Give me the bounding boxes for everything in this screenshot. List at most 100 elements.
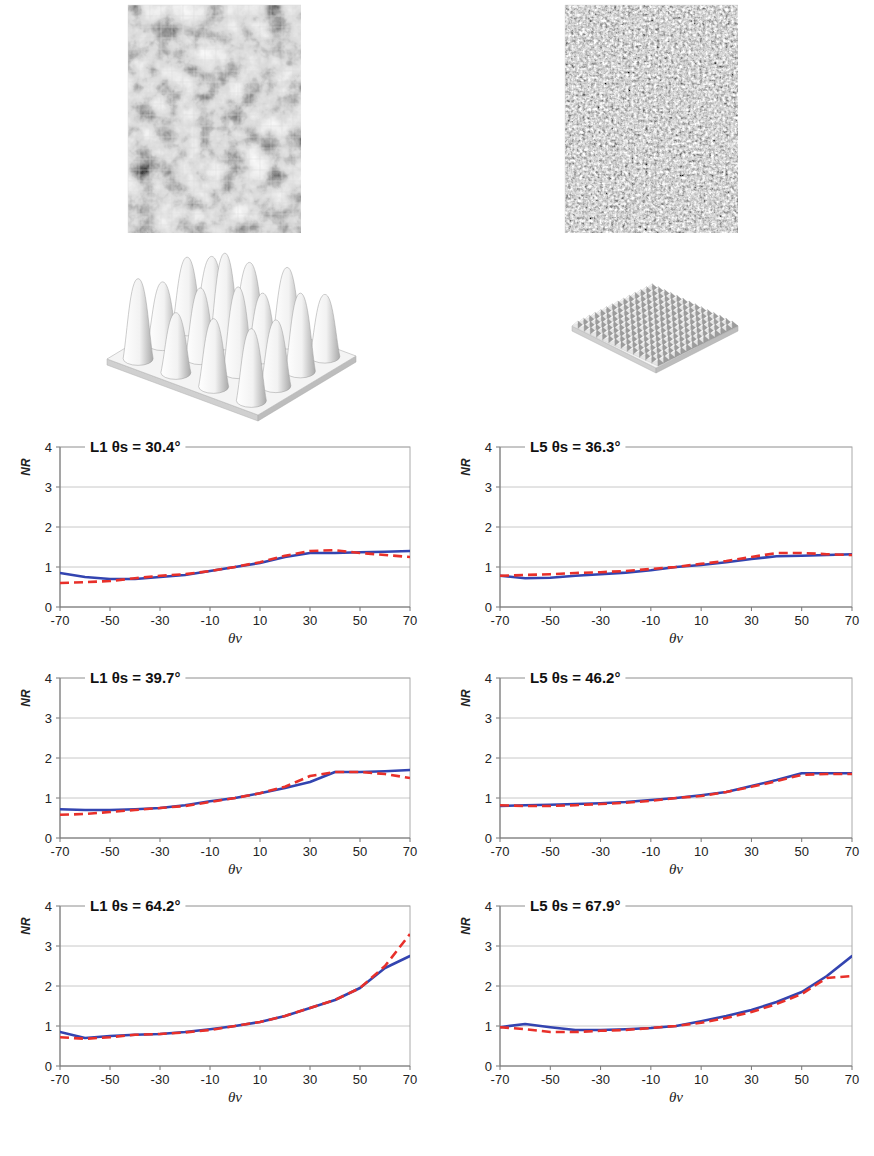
photo-grid — [631, 5, 632, 233]
figure: 01234-70-50-30-1010305070L1 θs = 30.4°NR… — [0, 0, 874, 1156]
photo-grid — [128, 93, 301, 94]
pyramid-face — [664, 355, 670, 363]
chart-panel: 01234-70-50-30-1010305070L5 θs = 36.3°NR… — [459, 437, 859, 646]
pyramid-face — [590, 330, 596, 338]
title-patch — [525, 896, 625, 915]
bump — [310, 294, 340, 363]
photo-grid — [128, 126, 301, 127]
pyramid-face — [603, 335, 609, 340]
x-tick-label: 70 — [403, 1072, 417, 1087]
photo-grid — [293, 5, 294, 233]
y-tick — [496, 946, 500, 947]
x-tick-label: -30 — [591, 613, 610, 628]
photo-grid — [161, 5, 162, 233]
y-tick — [496, 838, 500, 839]
series-group — [60, 934, 410, 1039]
photo-grid — [128, 60, 301, 61]
x-tick — [500, 607, 501, 611]
y-tick-label: 1 — [485, 560, 492, 575]
y-tick — [56, 798, 60, 799]
pyramid-face — [721, 327, 727, 335]
y-tick — [496, 567, 500, 568]
pyramid-face — [584, 327, 590, 332]
y-axis — [60, 906, 61, 1066]
photo-grid — [675, 5, 676, 233]
series-line — [500, 976, 852, 1032]
x-tick — [110, 607, 111, 611]
x-tick — [360, 838, 361, 842]
x-tick-label: -10 — [641, 1072, 660, 1087]
series-line — [60, 551, 410, 579]
grid-line — [500, 487, 852, 488]
photo-grid — [128, 49, 301, 50]
x-tick-label: 70 — [403, 844, 417, 859]
photo-grid — [128, 170, 301, 171]
y-tick — [496, 798, 500, 799]
y-tick-label: 4 — [45, 899, 52, 914]
x-tick-label: -10 — [641, 613, 660, 628]
pyramid-face — [590, 330, 596, 335]
grid-line — [60, 718, 410, 719]
series-group — [60, 550, 410, 583]
y-tick-label: 4 — [485, 671, 492, 686]
pyramid-face — [704, 335, 710, 343]
pyramid-face — [686, 344, 692, 352]
x-tick — [600, 607, 601, 611]
y-tick — [56, 758, 60, 759]
title-patch — [85, 668, 185, 687]
y-tick — [56, 1066, 60, 1067]
plot-frame — [500, 906, 852, 1066]
x-tick-label: -70 — [51, 844, 70, 859]
y-tick — [56, 567, 60, 568]
y-tick — [56, 838, 60, 839]
x-tick — [110, 838, 111, 842]
plane-side — [656, 326, 738, 373]
y-axis-title: NR — [19, 917, 33, 935]
x-tick-label: 30 — [303, 1072, 317, 1087]
series-line — [60, 772, 410, 815]
x-tick-label: -70 — [51, 1072, 70, 1087]
y-tick — [496, 1066, 500, 1067]
chart-panel: 01234-70-50-30-1010305070L1 θs = 39.7°NR… — [19, 668, 417, 877]
x-tick-label: -70 — [491, 1072, 510, 1087]
y-axis — [500, 906, 501, 1066]
x-tick-label: 70 — [845, 613, 859, 628]
plot-frame — [60, 447, 410, 607]
x-tick — [600, 838, 601, 842]
x-tick — [360, 607, 361, 611]
photo-grid — [282, 5, 283, 233]
y-tick — [496, 527, 500, 528]
y-tick-label: 4 — [485, 440, 492, 455]
y-tick-label: 2 — [485, 751, 492, 766]
pyramid-face — [621, 344, 627, 352]
x-tick — [410, 1066, 411, 1070]
x-tick — [500, 838, 501, 842]
photo-grid — [271, 5, 272, 233]
x-tick-label: 30 — [744, 1072, 758, 1087]
y-tick — [56, 1026, 60, 1027]
photo-grid — [565, 203, 738, 204]
grid-line — [60, 758, 410, 759]
x-tick-label: -10 — [201, 613, 220, 628]
title-patch — [525, 437, 625, 456]
y-tick — [56, 447, 60, 448]
photo-grid — [576, 5, 577, 233]
pyramid-face — [675, 350, 681, 358]
x-tick — [210, 607, 211, 611]
y-tick — [496, 906, 500, 907]
grid-line — [500, 718, 852, 719]
x-tick-label: -30 — [151, 844, 170, 859]
x-tick — [410, 607, 411, 611]
y-tick — [496, 678, 500, 679]
photo-grid — [128, 104, 301, 105]
x-tick — [260, 838, 261, 842]
photo-grid — [565, 82, 738, 83]
x-tick — [801, 607, 802, 611]
photo-grid — [565, 38, 738, 39]
x-tick — [550, 607, 551, 611]
photo-grid — [609, 5, 610, 233]
photo-grid — [565, 192, 738, 193]
chart-title: L5 θs = 36.3° — [530, 438, 620, 455]
photo-texture — [128, 5, 301, 233]
photo-grid — [216, 5, 217, 233]
